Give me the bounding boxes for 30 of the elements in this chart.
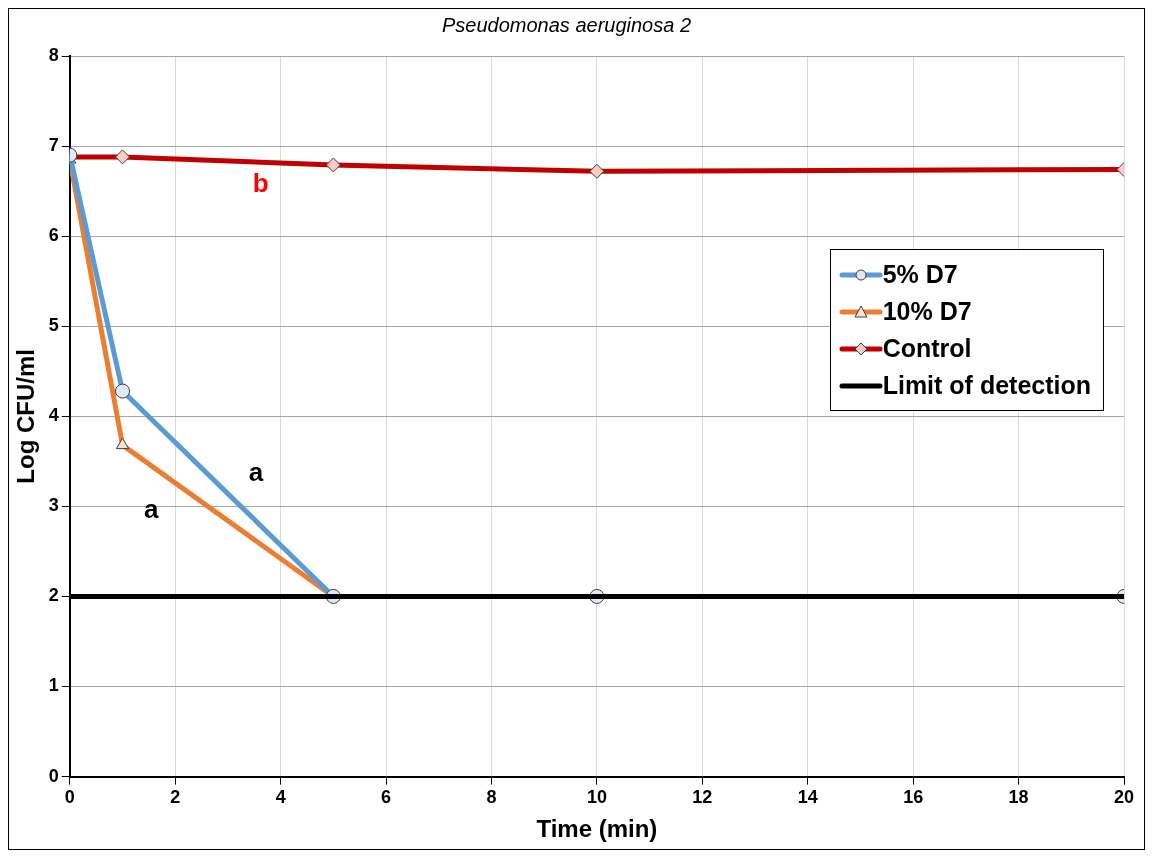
x-tick-label: 16 bbox=[903, 787, 924, 808]
y-tick-label: 5 bbox=[48, 315, 59, 336]
y-tick-label: 8 bbox=[48, 44, 59, 65]
annotation: a bbox=[248, 456, 264, 487]
x-tick-label: 0 bbox=[64, 787, 75, 808]
x-tick-label: 14 bbox=[797, 787, 818, 808]
y-tick-label: 1 bbox=[48, 675, 59, 696]
y-tick-label: 7 bbox=[48, 135, 59, 156]
y-tick-label: 4 bbox=[48, 405, 59, 426]
annotation: b bbox=[252, 168, 269, 199]
y-tick-label: 3 bbox=[48, 495, 59, 516]
x-axis-title: Time (min) bbox=[536, 815, 658, 843]
x-tick-label: 6 bbox=[381, 787, 392, 808]
legend-label: 10% D7 bbox=[882, 297, 972, 326]
x-tick-label: 8 bbox=[486, 787, 497, 808]
x-tick-label: 10 bbox=[586, 787, 607, 808]
y-tick-label: 0 bbox=[48, 765, 59, 786]
chart-title: Pseudomonas aeruginosa 2 bbox=[441, 13, 692, 36]
y-axis-title: Log CFU/ml bbox=[12, 348, 40, 484]
x-tick-label: 4 bbox=[275, 787, 286, 808]
y-tick-label: 6 bbox=[48, 225, 59, 246]
legend-label: Control bbox=[882, 334, 972, 363]
annotation: a bbox=[144, 494, 159, 525]
x-tick-label: 18 bbox=[1008, 787, 1029, 808]
legend-label: Limit of detection bbox=[882, 371, 1091, 400]
y-tick-label: 2 bbox=[48, 585, 59, 606]
x-tick-label: 12 bbox=[692, 787, 713, 808]
x-tick-label: 20 bbox=[1113, 787, 1135, 808]
x-tick-label: 2 bbox=[170, 787, 181, 808]
legend-label: 5% D7 bbox=[882, 260, 958, 289]
